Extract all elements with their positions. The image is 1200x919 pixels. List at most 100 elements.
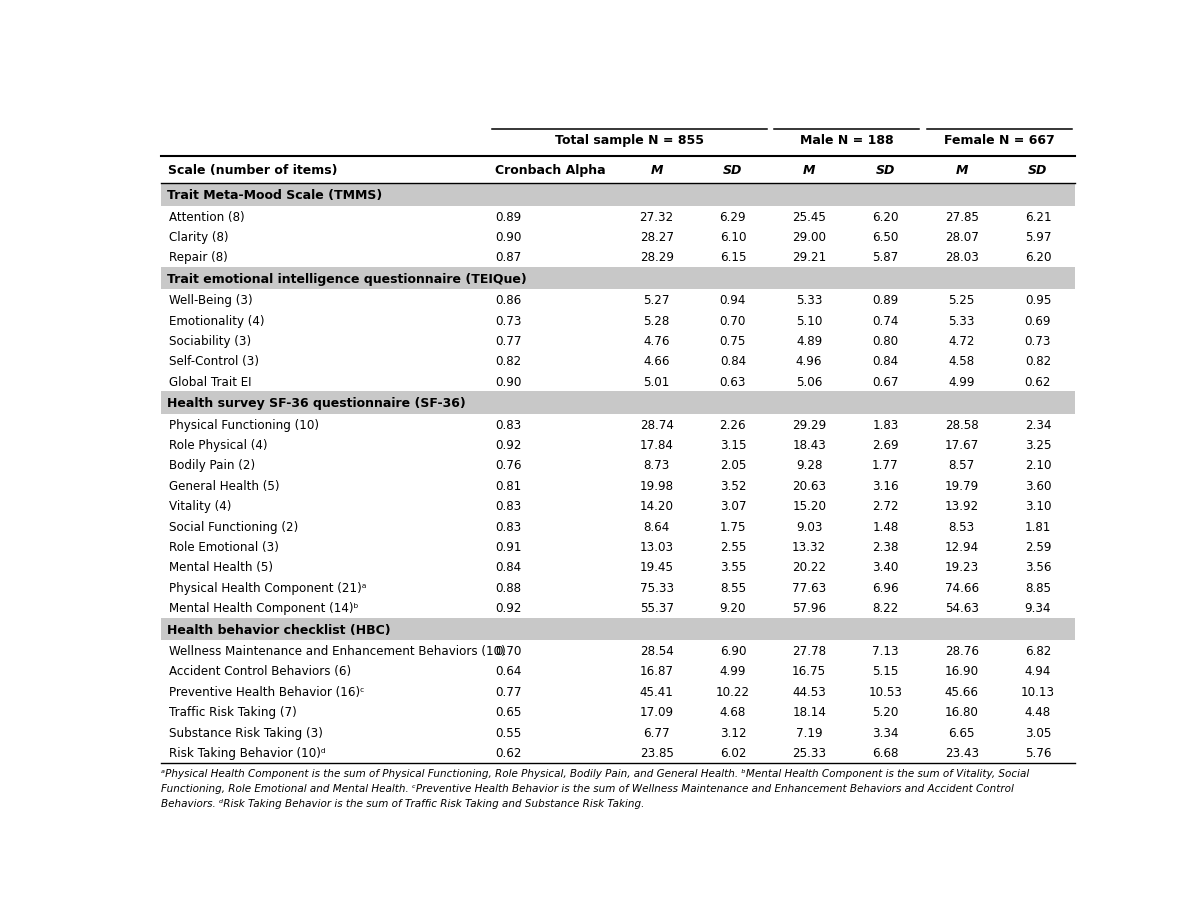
Text: Preventive Health Behavior (16)ᶜ: Preventive Health Behavior (16)ᶜ [168, 685, 364, 698]
Text: 0.73: 0.73 [1025, 335, 1051, 347]
Text: 13.03: 13.03 [640, 540, 673, 553]
Text: Role Emotional (3): Role Emotional (3) [168, 540, 278, 553]
Text: 8.85: 8.85 [1025, 581, 1051, 594]
Text: 20.63: 20.63 [792, 479, 827, 493]
Text: 0.86: 0.86 [496, 294, 522, 307]
Text: 0.80: 0.80 [872, 335, 899, 347]
Text: 6.68: 6.68 [872, 746, 899, 759]
Text: 4.99: 4.99 [948, 375, 974, 389]
Text: 28.07: 28.07 [944, 231, 979, 244]
Text: 28.76: 28.76 [944, 644, 979, 657]
Text: 3.10: 3.10 [1025, 500, 1051, 513]
Text: 0.63: 0.63 [720, 375, 746, 389]
Text: 0.74: 0.74 [872, 314, 899, 327]
Text: 0.76: 0.76 [496, 459, 522, 471]
Text: 6.10: 6.10 [720, 231, 746, 244]
Text: Mental Health (5): Mental Health (5) [168, 561, 272, 573]
Text: 29.29: 29.29 [792, 418, 827, 431]
Text: 5.97: 5.97 [1025, 231, 1051, 244]
Text: 2.38: 2.38 [872, 540, 899, 553]
Text: 45.66: 45.66 [944, 685, 979, 698]
Text: 44.53: 44.53 [792, 685, 826, 698]
Bar [161, 267, 1075, 290]
Text: 0.70: 0.70 [496, 644, 522, 657]
Text: 4.68: 4.68 [720, 706, 746, 719]
Text: 6.96: 6.96 [872, 581, 899, 594]
Text: 0.82: 0.82 [1025, 355, 1051, 368]
Text: 23.43: 23.43 [944, 746, 979, 759]
Text: 5.76: 5.76 [1025, 746, 1051, 759]
Text: Health behavior checklist (HBC): Health behavior checklist (HBC) [167, 623, 390, 636]
Text: 6.21: 6.21 [1025, 210, 1051, 223]
Text: 6.65: 6.65 [948, 726, 974, 739]
Text: 6.20: 6.20 [872, 210, 899, 223]
Text: Wellness Maintenance and Enhancement Behaviors (10): Wellness Maintenance and Enhancement Beh… [168, 644, 505, 657]
Text: 0.82: 0.82 [496, 355, 522, 368]
Text: 8.64: 8.64 [643, 520, 670, 533]
Bar [161, 516, 1075, 537]
Bar [161, 618, 1075, 641]
Text: 3.34: 3.34 [872, 726, 899, 739]
Text: M: M [955, 165, 968, 177]
Text: 75.33: 75.33 [640, 581, 673, 594]
Bar [161, 577, 1075, 597]
Bar [161, 557, 1075, 577]
Text: 0.90: 0.90 [496, 231, 522, 244]
Text: 0.83: 0.83 [496, 418, 522, 431]
Text: 27.85: 27.85 [944, 210, 979, 223]
Text: ᵃPhysical Health Component is the sum of Physical Functioning, Role Physical, Bo: ᵃPhysical Health Component is the sum of… [161, 768, 1030, 778]
Text: 10.53: 10.53 [869, 685, 902, 698]
Text: 5.06: 5.06 [796, 375, 822, 389]
Text: 9.34: 9.34 [1025, 601, 1051, 615]
Text: 7.19: 7.19 [796, 726, 822, 739]
Text: 3.55: 3.55 [720, 561, 746, 573]
Text: 16.75: 16.75 [792, 664, 827, 677]
Text: 10.22: 10.22 [716, 685, 750, 698]
Text: 0.77: 0.77 [496, 335, 522, 347]
Text: Total sample N = 855: Total sample N = 855 [554, 134, 703, 147]
Text: Attention (8): Attention (8) [168, 210, 245, 223]
Text: 16.80: 16.80 [944, 706, 979, 719]
Text: Accident Control Behaviors (6): Accident Control Behaviors (6) [168, 664, 350, 677]
Bar [161, 351, 1075, 371]
Text: 2.34: 2.34 [1025, 418, 1051, 431]
Text: 18.14: 18.14 [792, 706, 826, 719]
Text: Health survey SF-36 questionnaire (SF-36): Health survey SF-36 questionnaire (SF-36… [167, 397, 466, 410]
Text: 8.57: 8.57 [948, 459, 974, 471]
Bar [161, 331, 1075, 351]
Text: SD: SD [724, 165, 743, 177]
Text: 3.60: 3.60 [1025, 479, 1051, 493]
Text: 0.62: 0.62 [1025, 375, 1051, 389]
Text: Male N = 188: Male N = 188 [799, 134, 893, 147]
Text: 25.33: 25.33 [792, 746, 827, 759]
Text: 6.02: 6.02 [720, 746, 746, 759]
Text: 18.43: 18.43 [792, 438, 826, 451]
Text: 3.56: 3.56 [1025, 561, 1051, 573]
Text: 4.66: 4.66 [643, 355, 670, 368]
Text: 8.73: 8.73 [643, 459, 670, 471]
Text: 45.41: 45.41 [640, 685, 673, 698]
Text: 54.63: 54.63 [944, 601, 979, 615]
Text: 1.81: 1.81 [1025, 520, 1051, 533]
Text: 27.78: 27.78 [792, 644, 826, 657]
Text: 0.64: 0.64 [496, 664, 522, 677]
Text: 5.87: 5.87 [872, 251, 899, 264]
Bar [161, 681, 1075, 701]
Text: 0.90: 0.90 [496, 375, 522, 389]
Text: 9.28: 9.28 [796, 459, 822, 471]
Text: SD: SD [1028, 165, 1048, 177]
Text: 0.73: 0.73 [496, 314, 522, 327]
Text: 5.33: 5.33 [796, 294, 822, 307]
Text: 19.79: 19.79 [944, 479, 979, 493]
Text: 16.90: 16.90 [944, 664, 979, 677]
Bar [161, 537, 1075, 557]
Bar [161, 392, 1075, 414]
Text: Cronbach Alpha: Cronbach Alpha [494, 165, 605, 177]
Text: 4.76: 4.76 [643, 335, 670, 347]
Bar [161, 641, 1075, 661]
Text: 6.90: 6.90 [720, 644, 746, 657]
Text: 0.67: 0.67 [872, 375, 899, 389]
Text: 3.40: 3.40 [872, 561, 899, 573]
Text: Clarity (8): Clarity (8) [168, 231, 228, 244]
Bar [161, 722, 1075, 743]
